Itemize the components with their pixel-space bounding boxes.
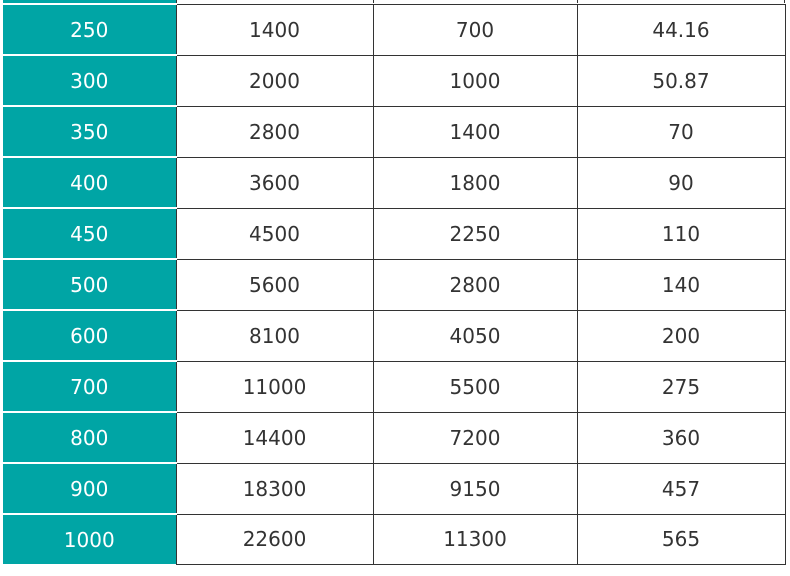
- table-cell: 70: [576, 105, 786, 158]
- table-cell: 360: [576, 411, 786, 464]
- table-cell: 8100: [175, 309, 374, 362]
- table-cell: 50.87: [576, 54, 786, 107]
- table-row: 700 11000 5500 275: [3, 360, 786, 413]
- row-key-cell: 250: [3, 3, 176, 55]
- table-cell: 2250: [372, 207, 578, 260]
- table-cell: 18300: [175, 462, 374, 515]
- table-row: 600 8100 4050 200: [3, 309, 786, 362]
- table-cell: 11300: [372, 513, 578, 565]
- table-cell: 275: [576, 360, 786, 413]
- table-cell: 44.16: [576, 3, 786, 56]
- table-cell: 4050: [372, 309, 578, 362]
- table-cell: 140: [576, 258, 786, 311]
- row-key-cell: 300: [3, 54, 176, 106]
- table-cell: 90: [576, 156, 786, 209]
- table-cell: 14400: [175, 411, 374, 464]
- table-cell: 22600: [175, 513, 374, 565]
- table-cell: 2000: [175, 54, 374, 107]
- table-cell: 3600: [175, 156, 374, 209]
- table-cell: 2800: [175, 105, 374, 158]
- row-key-cell: 700: [3, 360, 176, 412]
- table-cell: 5500: [372, 360, 578, 413]
- previous-row-edge: [3, 0, 785, 3]
- table-row: 1000 22600 11300 565: [3, 513, 786, 565]
- table-row: 350 2800 1400 70: [3, 105, 786, 158]
- table-cell: 7200: [372, 411, 578, 464]
- row-key-cell: 900: [3, 462, 176, 514]
- table-cell: 11000: [175, 360, 374, 413]
- row-key-cell: 800: [3, 411, 176, 463]
- row-key-cell: 600: [3, 309, 176, 361]
- table-row: 300 2000 1000 50.87: [3, 54, 786, 107]
- table-cell: 9150: [372, 462, 578, 515]
- table-row: 900 18300 9150 457: [3, 462, 786, 515]
- table-cell: 457: [576, 462, 786, 515]
- table-cell: 700: [372, 3, 578, 56]
- table-cell: 1400: [175, 3, 374, 56]
- table-cell: 200: [576, 309, 786, 362]
- table-row: 250 1400 700 44.16: [3, 3, 786, 56]
- table-row: 450 4500 2250 110: [3, 207, 786, 260]
- table-cell: 1400: [372, 105, 578, 158]
- table-cell: 2800: [372, 258, 578, 311]
- row-key-cell: 350: [3, 105, 176, 157]
- row-key-cell: 450: [3, 207, 176, 259]
- data-table: 250 1400 700 44.16 300 2000 1000 50.87 350 2800 14…: [3, 3, 786, 565]
- table-row: 500 5600 2800 140: [3, 258, 786, 311]
- table-cell: 1000: [372, 54, 578, 107]
- row-key-cell: 400: [3, 156, 176, 208]
- table-row: 800 14400 7200 360: [3, 411, 786, 464]
- table-cell: 4500: [175, 207, 374, 260]
- table-cell: 565: [576, 513, 786, 565]
- row-key-cell: 1000: [3, 513, 176, 564]
- table-row: 400 3600 1800 90: [3, 156, 786, 209]
- table-cell: 1800: [372, 156, 578, 209]
- row-key-cell: 500: [3, 258, 176, 310]
- table-cell: 5600: [175, 258, 374, 311]
- table-cell: 110: [576, 207, 786, 260]
